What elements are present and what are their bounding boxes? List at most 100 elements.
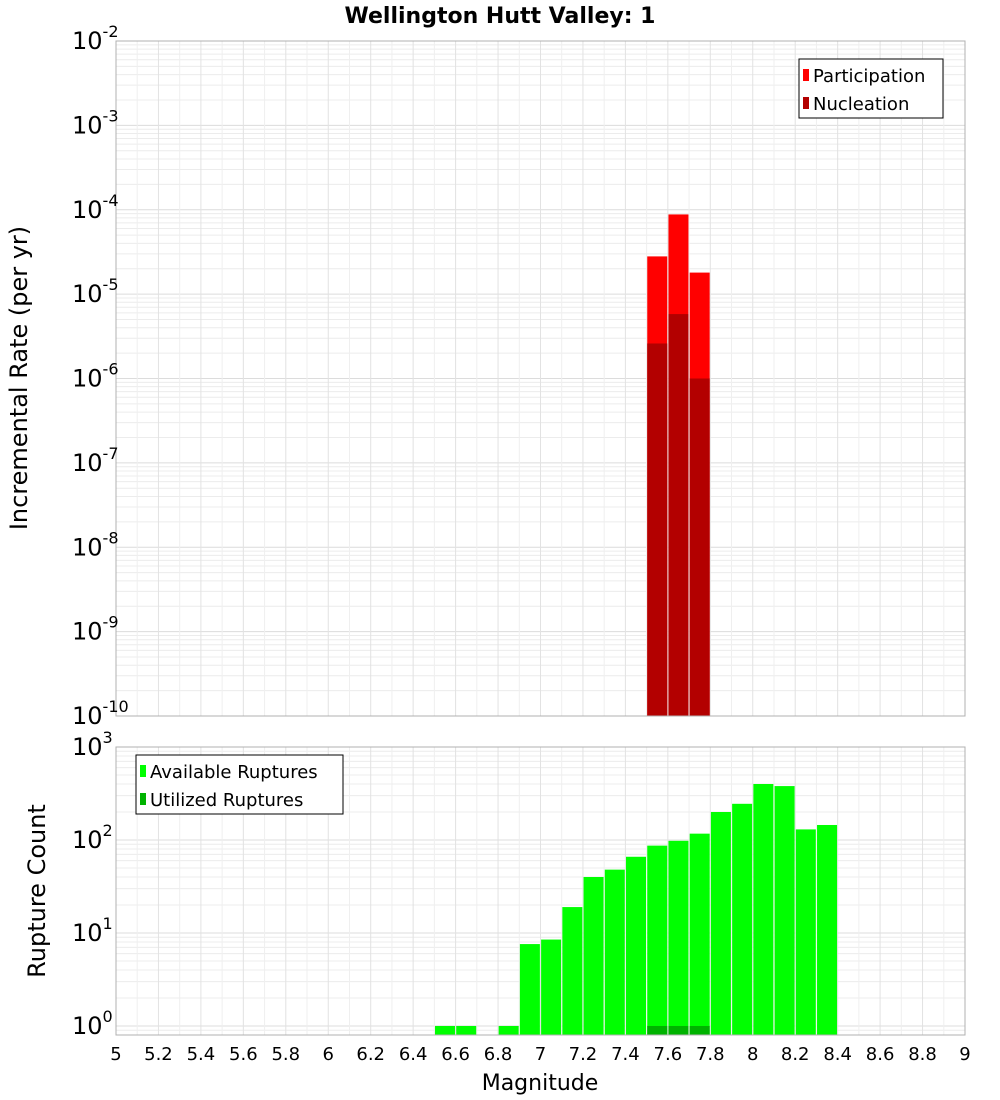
x-tick-label: 8.2 — [781, 1044, 810, 1065]
y-tick-label: 10-2 — [72, 22, 119, 55]
bar — [689, 833, 710, 1035]
y-tick-label: 10-6 — [72, 360, 119, 393]
y-tick-label: 10-10 — [72, 697, 129, 730]
bar — [668, 314, 689, 716]
y-tick-base: 10 — [72, 618, 103, 646]
y-tick-base: 10 — [72, 196, 103, 224]
legend-swatch — [803, 97, 809, 109]
bar — [456, 1025, 477, 1035]
legend-swatch — [140, 793, 146, 805]
x-tick-label: 5.2 — [144, 1044, 173, 1065]
y-tick-exponent: -3 — [103, 106, 119, 125]
y-tick-base: 10 — [72, 449, 103, 477]
y-tick-label: 10-7 — [72, 444, 119, 477]
y-tick-label: 102 — [72, 821, 113, 854]
y-tick-exponent: 0 — [103, 1007, 113, 1026]
x-tick-label: 8.6 — [866, 1044, 895, 1065]
count-y-axis-label: Rupture Count — [23, 804, 51, 978]
bar — [604, 869, 625, 1035]
y-tick-base: 10 — [72, 27, 103, 55]
x-tick-label: 6.2 — [356, 1044, 385, 1065]
y-tick-exponent: -9 — [103, 613, 119, 632]
x-tick-label: 8 — [747, 1044, 758, 1065]
y-tick-exponent: -7 — [103, 444, 119, 463]
bar — [583, 877, 604, 1035]
y-tick-base: 10 — [72, 111, 103, 139]
rate-plot-frame — [115, 40, 966, 717]
bar — [434, 1025, 455, 1035]
x-axis-label: Magnitude — [482, 1071, 599, 1096]
x-tick-label: 9 — [959, 1044, 970, 1065]
y-tick-base: 10 — [72, 280, 103, 308]
x-tick-label: 7 — [535, 1044, 546, 1065]
bar — [710, 812, 731, 1035]
y-tick-base: 10 — [72, 365, 103, 393]
y-tick-base: 10 — [72, 733, 103, 761]
y-tick-exponent: -6 — [103, 360, 119, 379]
bar — [795, 829, 816, 1035]
y-tick-exponent: 2 — [103, 821, 113, 840]
y-tick-label: 10-8 — [72, 528, 119, 561]
x-tick-label: 5.4 — [187, 1044, 216, 1065]
bar — [626, 856, 647, 1035]
rate-grid — [115, 41, 966, 717]
x-tick-label: 6.4 — [399, 1044, 428, 1065]
legend-swatch — [140, 765, 146, 777]
x-tick-label: 7.8 — [696, 1044, 725, 1065]
bar — [647, 845, 668, 1035]
chart-title: Wellington Hutt Valley: 1 — [345, 4, 656, 29]
y-tick-base: 10 — [72, 533, 103, 561]
y-tick-label: 101 — [72, 914, 113, 947]
y-tick-exponent: -8 — [103, 528, 119, 547]
bar — [519, 944, 540, 1035]
y-tick-label: 10-5 — [72, 275, 119, 308]
y-tick-exponent: -5 — [103, 275, 119, 294]
x-tick-label: 7.4 — [611, 1044, 640, 1065]
bar — [689, 378, 710, 716]
bar — [732, 803, 753, 1035]
bar — [774, 786, 795, 1035]
bar — [753, 784, 774, 1035]
x-tick-label: 5.8 — [271, 1044, 300, 1065]
x-tick-label: 7.2 — [569, 1044, 598, 1065]
y-tick-base: 10 — [72, 919, 103, 947]
bar — [498, 1025, 519, 1035]
bar — [647, 343, 668, 716]
rate-y-axis-label: Incremental Rate (per yr) — [5, 226, 33, 530]
y-tick-base: 10 — [72, 826, 103, 854]
y-tick-label: 10-9 — [72, 613, 119, 646]
x-tick-label: 7.6 — [654, 1044, 683, 1065]
legend-label: Utilized Ruptures — [150, 790, 303, 811]
x-tick-label: 6.6 — [441, 1044, 470, 1065]
y-tick-label: 100 — [72, 1007, 113, 1040]
x-tick-label: 5.6 — [229, 1044, 258, 1065]
count-plot-frame — [115, 746, 966, 1036]
utilized-ruptures-bars — [647, 1025, 710, 1035]
y-tick-exponent: 1 — [103, 914, 113, 933]
y-tick-label: 10-3 — [72, 106, 119, 139]
x-tick-label: 8.8 — [908, 1044, 937, 1065]
legend-box — [798, 58, 944, 119]
bar — [668, 1025, 689, 1035]
rate-legend: Participation Nucleation — [798, 58, 944, 119]
y-tick-exponent: -10 — [103, 697, 129, 716]
bar — [562, 907, 583, 1035]
bar — [689, 1025, 710, 1035]
legend-swatch — [803, 69, 809, 81]
x-ticks: 5 5.2 5.4 5.6 5.8 6 6.2 6.4 6.6 6.8 7 7.2 7.4 7.6 7.8 8… — [110, 1044, 970, 1065]
y-tick-exponent: -2 — [103, 22, 119, 41]
y-tick-exponent: 3 — [103, 728, 113, 747]
y-tick-base: 10 — [72, 1012, 103, 1040]
x-tick-label: 6.8 — [484, 1044, 513, 1065]
bar — [668, 840, 689, 1035]
legend-label: Nucleation — [813, 94, 909, 115]
y-tick-label: 10-4 — [72, 191, 119, 224]
available-ruptures-bars — [434, 784, 838, 1035]
legend-box — [135, 754, 344, 815]
count-legend: Available Ruptures Utilized Ruptures — [135, 754, 344, 815]
bar — [541, 939, 562, 1035]
legend-label: Participation — [813, 66, 925, 87]
